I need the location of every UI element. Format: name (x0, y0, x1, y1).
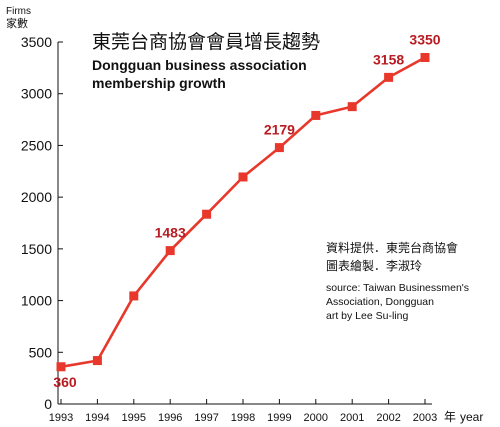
y-tick-label: 1500 (21, 241, 52, 257)
x-axis-ticks: 1993 1994 1995 1996 1997 1998 1999 2000 2001 2002… (49, 399, 437, 424)
x-tick-label: 2003 (413, 412, 437, 424)
x-tick-label: 1995 (122, 412, 146, 424)
credit-artist-en: art by Lee Su-ling (326, 310, 408, 322)
y-unit-label-cn: 家數 (6, 16, 28, 30)
data-point-marker (92, 356, 102, 366)
data-point-marker (420, 53, 430, 63)
x-tick-label: 2002 (376, 412, 400, 424)
x-unit-label-cn: 年 (444, 410, 456, 424)
data-point-marker (129, 291, 139, 301)
data-label: 1483 (155, 225, 186, 241)
data-point-marker (311, 110, 321, 120)
series-membership (56, 53, 430, 372)
data-label: 3350 (409, 32, 440, 48)
x-tick-label: 1994 (85, 412, 109, 424)
credit-source-en-line-2: Association, Dongguan (326, 296, 434, 308)
data-label: 360 (53, 374, 77, 390)
data-point-marker (238, 172, 248, 182)
x-tick-label: 1999 (267, 412, 291, 424)
y-tick-label: 2500 (21, 137, 52, 153)
credit-source-en-line-1: source: Taiwan Businessmen's (326, 282, 469, 294)
data-label: 3158 (373, 51, 404, 67)
y-axis-ticks: 0 500 1000 1500 2000 2500 3000 3500 (21, 34, 63, 412)
y-tick-label: 2000 (21, 189, 52, 205)
credit-data-source-cn: 資料提供．東莞台商協會 (326, 240, 458, 255)
data-labels: 360 1483 2179 3158 3350 (53, 32, 440, 390)
y-tick-label: 3500 (21, 34, 52, 50)
y-tick-label: 500 (29, 344, 53, 360)
y-tick-label: 3000 (21, 86, 52, 102)
credit-artist-cn: 圖表繪製．李淑玲 (326, 258, 422, 273)
chart-title: 東莞台商協會會員增長趨勢 (92, 31, 320, 53)
y-unit-label-en: Firms (6, 6, 31, 17)
data-point-marker (202, 209, 212, 219)
data-point-marker (165, 246, 175, 256)
chart-subtitle-line-2: membership growth (92, 75, 226, 91)
x-tick-label: 1997 (194, 412, 218, 424)
chart-subtitle-line-1: Dongguan business association (92, 57, 307, 73)
y-tick-label: 1000 (21, 293, 52, 309)
data-point-marker (274, 143, 284, 153)
x-tick-label: 1996 (158, 412, 182, 424)
x-tick-label: 2001 (340, 412, 364, 424)
data-point-marker (384, 72, 394, 82)
data-point-marker (56, 362, 66, 372)
data-point-marker (347, 102, 357, 112)
data-label: 2179 (264, 122, 295, 138)
y-tick-label: 0 (44, 396, 52, 412)
x-tick-label: 2000 (304, 412, 328, 424)
x-unit-label-en: year (460, 410, 483, 424)
x-tick-label: 1993 (49, 412, 73, 424)
x-tick-label: 1998 (231, 412, 255, 424)
